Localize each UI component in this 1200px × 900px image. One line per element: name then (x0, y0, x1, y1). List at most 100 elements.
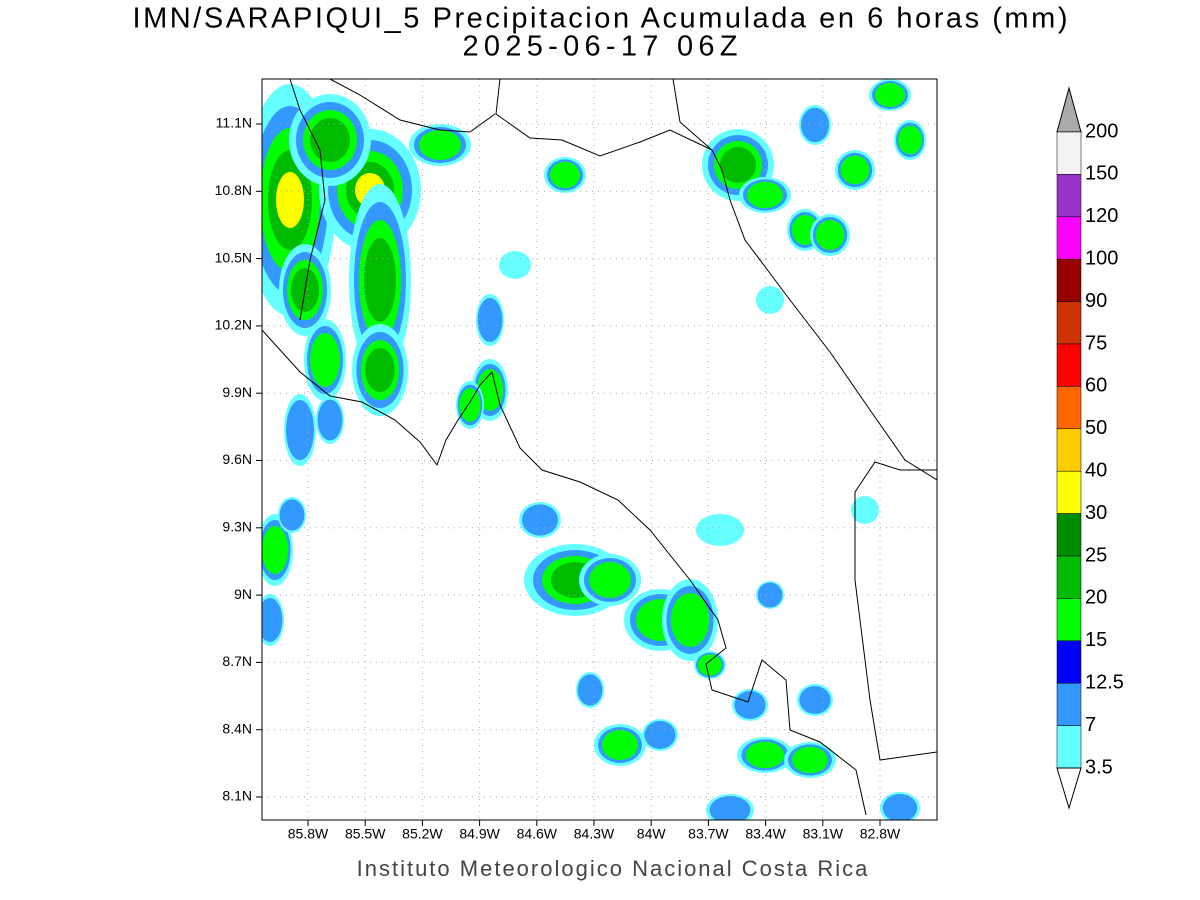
colorbar-label: 120 (1085, 205, 1118, 227)
lat-label: 8.4N (222, 720, 252, 736)
precip-contour (799, 686, 831, 714)
colorbar-segment (1056, 555, 1082, 599)
colorbar-over (1056, 86, 1082, 133)
precip-contour (602, 730, 638, 760)
lon-label: 83.7W (688, 826, 729, 842)
colorbar-segment (1056, 470, 1082, 514)
precip-contour (851, 496, 879, 524)
lat-label: 10.2N (215, 317, 252, 333)
precip-contour (734, 691, 766, 719)
precip-contour (419, 130, 461, 160)
precip-contour (310, 333, 340, 387)
precip-contour (709, 796, 751, 820)
precip-contour (644, 721, 676, 749)
lat-label: 10.8N (215, 182, 252, 198)
colorbar-segment (1056, 343, 1082, 387)
precip-contour (522, 504, 558, 536)
colorbar-segment (1056, 428, 1082, 472)
precip-contour (757, 582, 783, 608)
colorbar-label: 60 (1085, 375, 1107, 397)
colorbar-segment (1056, 131, 1082, 175)
lon-label: 85.8W (288, 826, 329, 842)
footer: Instituto Meteorologico Nacional Costa R… (357, 856, 870, 881)
lat-label: 10.5N (215, 249, 252, 265)
lon-label: 83.1W (803, 826, 844, 842)
colorbar-segment (1056, 640, 1082, 684)
precip-contour (477, 298, 503, 342)
colorbar-segment (1056, 174, 1082, 218)
colorbar-label: 15 (1085, 629, 1107, 651)
lon-label: 84W (637, 826, 667, 842)
colorbar-segment (1056, 598, 1082, 642)
lat-label: 9.3N (222, 519, 252, 535)
lon-label: 84.9W (459, 826, 500, 842)
lon-label: 82.8W (860, 826, 901, 842)
lat-label: 8.1N (222, 788, 252, 804)
colorbar-label: 3.5 (1085, 756, 1113, 778)
colorbar-label: 25 (1085, 544, 1107, 566)
precip-contour (747, 181, 783, 209)
lon-label: 85.2W (402, 826, 443, 842)
colorbar-segment (1056, 258, 1082, 302)
precip-contour (720, 147, 756, 183)
precip-contour (499, 251, 531, 279)
precip-contour (550, 161, 580, 189)
coastlines (262, 79, 937, 816)
colorbar-label: 40 (1085, 459, 1107, 481)
precip-contour (792, 746, 828, 774)
precip-contour (745, 741, 785, 769)
precip-contour (317, 399, 343, 441)
colorbar-under (1056, 767, 1082, 810)
title: IMN/SARAPIQUI_5 Precipitacion Acumulada … (133, 3, 1068, 35)
colorbar-segment (1056, 725, 1082, 769)
map-frame (261, 78, 938, 821)
colorbar-label: 30 (1085, 502, 1107, 524)
colorbar-segment (1056, 301, 1082, 345)
precip-contour (589, 562, 631, 598)
precip-contour (577, 674, 603, 706)
colorbar-label: 20 (1085, 587, 1107, 609)
lon-label: 83.4W (745, 826, 786, 842)
grid: 11.1N 10.8N 10.5N 10.2N 9.9N 9.6N 9.3N 9N 8.7N 8.… (215, 79, 937, 842)
colorbar-label: 12.5 (1085, 671, 1124, 693)
colorbar-label: 200 (1085, 120, 1118, 142)
precip-contour (882, 794, 918, 820)
lat-label: 11.1N (216, 115, 252, 131)
subtitle: 2025-06-17 06Z (463, 31, 738, 63)
lat-label: 9N (234, 586, 252, 602)
colorbar-label: 7 (1085, 714, 1096, 736)
precip-contour (262, 526, 289, 574)
colorbar-label: 90 (1085, 290, 1107, 312)
colorbar-label: 75 (1085, 332, 1107, 354)
precip-contour (875, 83, 905, 107)
colorbar-segment (1056, 386, 1082, 430)
precip-contour (276, 172, 304, 228)
colorbar-label: 150 (1085, 163, 1118, 185)
lon-label: 85.5W (345, 826, 386, 842)
colorbar-segment (1056, 513, 1082, 557)
precip-contour (670, 593, 710, 647)
lon-label: 84.3W (574, 826, 615, 842)
precip-contour (279, 499, 305, 531)
precip-contour (898, 125, 922, 155)
precip-contour (801, 107, 829, 143)
lon-label: 84.6W (517, 826, 558, 842)
precip-contour (815, 220, 845, 250)
colorbar: 200 150 120 100 90 75 60 50 40 30 25 20 15 12.5 7 3.5 (1056, 86, 1124, 810)
precip-contour (365, 348, 395, 392)
lat-label: 9.6N (222, 451, 252, 467)
precip-contour (286, 400, 314, 460)
precip-contour (310, 118, 350, 162)
precip-contour (364, 238, 396, 322)
precip-contour (756, 286, 784, 314)
colorbar-segment (1056, 216, 1082, 260)
lat-label: 8.7N (222, 653, 252, 669)
colorbar-label: 100 (1085, 247, 1118, 269)
precip-contour (840, 155, 870, 185)
precipitation-field (262, 79, 926, 820)
precip-contour (698, 654, 722, 676)
precip-contour (262, 598, 283, 642)
colorbar-segment (1056, 682, 1082, 726)
precip-contour (459, 388, 481, 422)
